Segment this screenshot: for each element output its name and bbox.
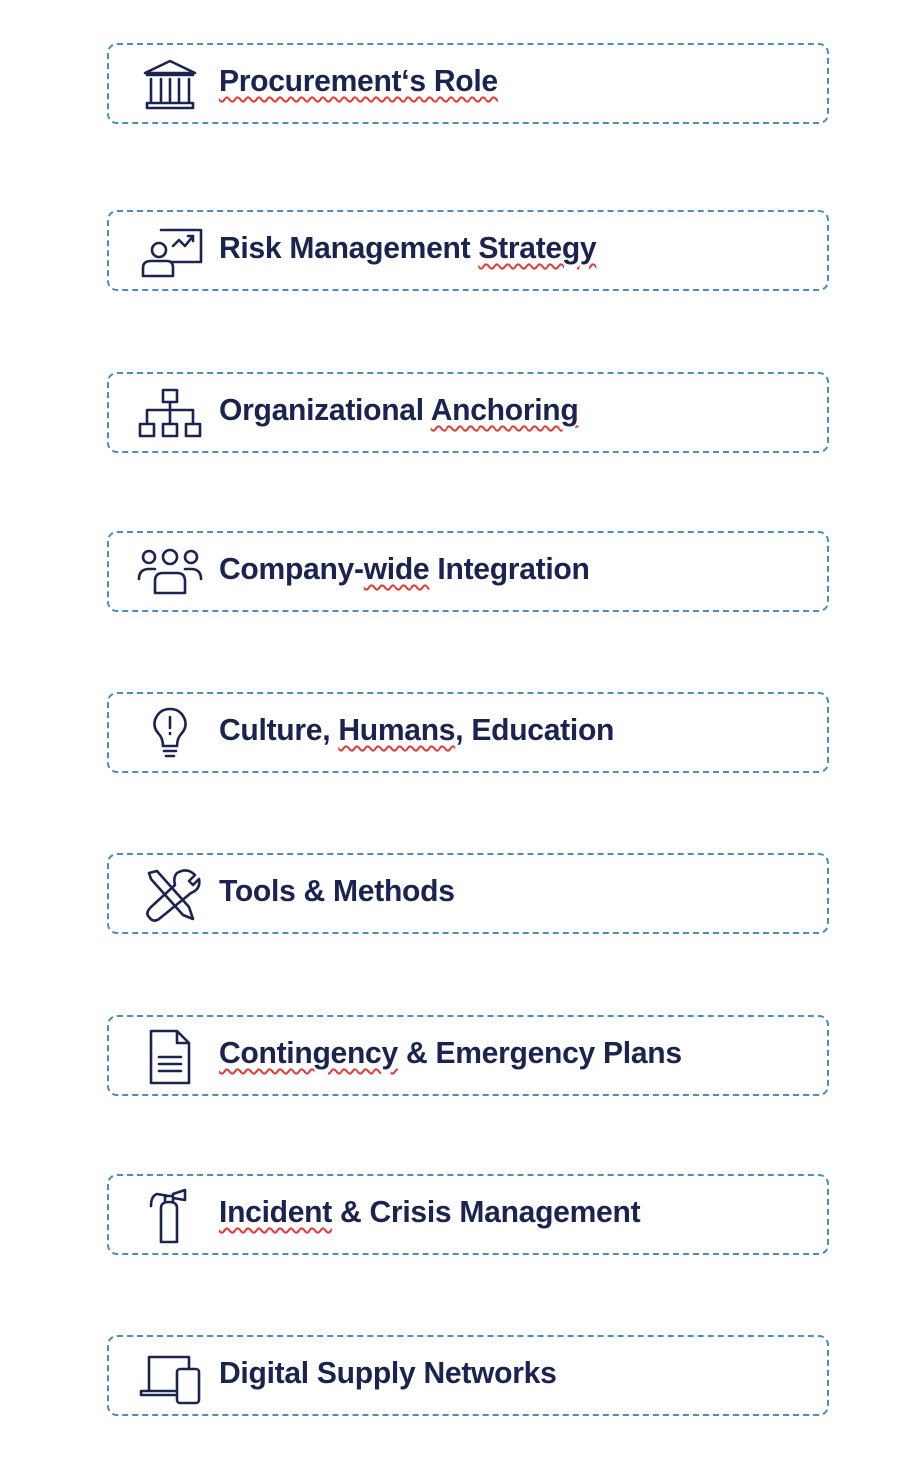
label-text: & Crisis Management [331,1194,641,1229]
topic-label: Procurement‘s Role [219,63,498,99]
topic-item[interactable]: Procurement‘s Role [107,43,829,124]
topic-item[interactable]: Organizational Anchoring [107,372,829,453]
label-text: Organizational [219,392,431,427]
misspelled-word: Procurement‘s Role [219,63,498,98]
topic-item[interactable]: Company-wide Integration [107,531,829,612]
document-icon [137,1029,203,1085]
label-text: Company- [219,551,364,586]
misspelled-word: Incident [219,1194,332,1229]
misspelled-word: wide [363,551,430,586]
label-text: & Emergency Plans [397,1035,682,1070]
label-text: , Education [455,712,615,747]
label-text: Tools & Methods [219,873,455,908]
misspelled-word: Humans [338,712,456,747]
topic-item[interactable]: Tools & Methods [107,853,829,934]
group-icon [137,545,203,601]
topic-label: Digital Supply Networks [219,1355,557,1391]
label-text: Culture, [219,712,339,747]
topic-item[interactable]: Digital Supply Networks [107,1335,829,1416]
presentation-icon [137,224,203,280]
bank-icon [137,57,203,113]
topic-label: Culture, Humans, Education [219,712,614,748]
fire-extinguisher-icon [137,1188,203,1244]
label-text: Risk Management [219,230,479,265]
misspelled-word: Strategy [478,230,597,265]
misspelled-word: Contingency [219,1035,398,1070]
topic-label: Incident & Crisis Management [219,1194,641,1230]
topic-item[interactable]: Incident & Crisis Management [107,1174,829,1255]
label-text: Integration [429,551,590,586]
misspelled-word: Anchoring [430,392,579,427]
lightbulb-icon [137,706,203,762]
topic-label: Contingency & Emergency Plans [219,1035,682,1071]
topic-label: Organizational Anchoring [219,392,579,428]
devices-icon [137,1349,203,1405]
topic-item[interactable]: Contingency & Emergency Plans [107,1015,829,1096]
tools-icon [137,867,203,923]
topic-label: Risk Management Strategy [219,230,597,266]
topic-label: Tools & Methods [219,873,455,909]
label-text: Digital Supply Networks [219,1355,557,1390]
topic-item[interactable]: Risk Management Strategy [107,210,829,291]
org-chart-icon [137,386,203,442]
topic-item[interactable]: Culture, Humans, Education [107,692,829,773]
topic-label: Company-wide Integration [219,551,590,587]
